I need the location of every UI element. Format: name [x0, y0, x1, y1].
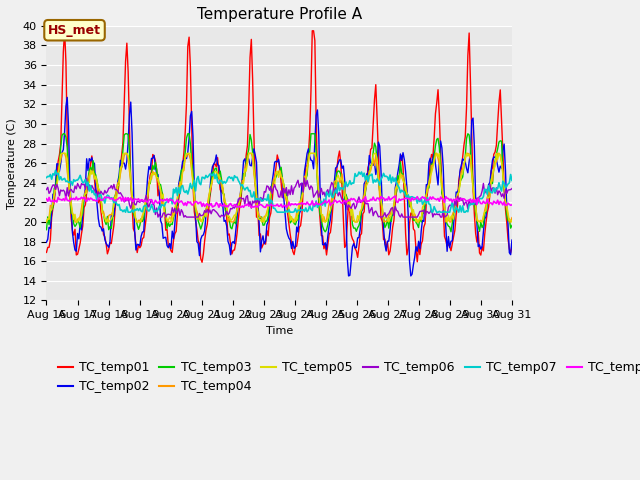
- TC_temp01: [61, 28, 68, 34]
- TC_temp05: [58, 150, 66, 156]
- TC_temp02: [345, 273, 353, 279]
- Y-axis label: Temperature (C): Temperature (C): [7, 118, 17, 208]
- TC_temp06: [248, 205, 255, 211]
- TC_temp02: [182, 156, 190, 161]
- TC_temp02: [43, 240, 51, 245]
- TC_temp02: [508, 237, 516, 243]
- TC_temp05: [508, 219, 516, 225]
- TC_temp04: [248, 150, 255, 156]
- TC_temp06: [508, 186, 516, 192]
- TC_temp07: [484, 183, 492, 189]
- TC_temp05: [184, 150, 191, 156]
- TC_temp07: [122, 209, 129, 215]
- TC_temp03: [43, 227, 51, 233]
- TC_temp01: [43, 250, 51, 255]
- TC_temp06: [43, 187, 51, 192]
- TC_temp04: [508, 215, 516, 220]
- TC_temp04: [206, 189, 214, 194]
- TC_temp05: [207, 183, 215, 189]
- TC_temp07: [43, 175, 51, 180]
- TC_temp08: [215, 204, 223, 210]
- TC_temp06: [100, 192, 108, 198]
- TC_temp01: [182, 101, 190, 107]
- Line: TC_temp08: TC_temp08: [47, 196, 512, 207]
- TC_temp08: [508, 202, 516, 208]
- TC_temp08: [205, 203, 212, 209]
- Line: TC_temp05: TC_temp05: [47, 153, 512, 222]
- TC_temp07: [207, 171, 215, 177]
- X-axis label: Time: Time: [266, 326, 293, 336]
- TC_temp08: [248, 204, 255, 210]
- TC_temp01: [200, 251, 207, 257]
- TC_temp05: [249, 150, 257, 156]
- TC_temp02: [248, 163, 255, 169]
- TC_temp01: [508, 242, 516, 248]
- TC_temp08: [181, 200, 189, 205]
- TC_temp08: [43, 196, 51, 202]
- TC_temp01: [207, 185, 215, 191]
- TC_temp04: [182, 154, 190, 159]
- Line: TC_temp02: TC_temp02: [47, 97, 512, 276]
- TC_temp07: [200, 175, 207, 180]
- TC_temp04: [58, 150, 66, 156]
- Line: TC_temp07: TC_temp07: [47, 170, 512, 212]
- Line: TC_temp06: TC_temp06: [47, 178, 512, 217]
- Line: TC_temp04: TC_temp04: [47, 153, 512, 222]
- TC_temp02: [484, 182, 492, 188]
- TC_temp06: [206, 207, 214, 213]
- TC_temp05: [72, 219, 80, 225]
- Line: TC_temp01: TC_temp01: [47, 31, 512, 262]
- TC_temp04: [198, 217, 206, 223]
- TC_temp07: [249, 194, 257, 200]
- TC_temp06: [484, 184, 492, 190]
- TC_temp03: [508, 223, 516, 228]
- TC_temp02: [198, 233, 206, 239]
- TC_temp05: [484, 195, 492, 201]
- TC_temp03: [198, 222, 206, 228]
- TC_temp02: [101, 237, 109, 242]
- TC_temp07: [52, 168, 60, 173]
- TC_temp07: [184, 191, 191, 197]
- TC_temp06: [198, 213, 206, 218]
- TC_temp03: [101, 218, 109, 224]
- TC_temp03: [484, 189, 492, 194]
- TC_temp01: [249, 76, 257, 82]
- TC_temp01: [198, 259, 206, 265]
- TC_temp03: [60, 131, 67, 137]
- TC_temp07: [101, 200, 109, 206]
- Line: TC_temp03: TC_temp03: [47, 134, 512, 232]
- TC_temp05: [102, 219, 110, 225]
- TC_temp04: [43, 219, 51, 225]
- Text: HS_met: HS_met: [48, 24, 101, 37]
- TC_temp02: [63, 95, 71, 100]
- TC_temp03: [321, 229, 329, 235]
- TC_temp08: [197, 199, 205, 205]
- TC_temp08: [100, 196, 108, 202]
- TC_temp05: [43, 219, 51, 225]
- TC_temp07: [508, 178, 516, 183]
- TC_temp08: [392, 193, 399, 199]
- TC_temp03: [248, 137, 255, 143]
- TC_temp04: [483, 196, 491, 202]
- Title: Temperature Profile A: Temperature Profile A: [196, 7, 362, 22]
- TC_temp08: [484, 200, 492, 206]
- TC_temp01: [101, 234, 109, 240]
- TC_temp06: [182, 214, 190, 220]
- TC_temp03: [206, 191, 214, 197]
- TC_temp02: [206, 187, 214, 193]
- Legend: TC_temp01, TC_temp02, TC_temp03, TC_temp04, TC_temp05, TC_temp06, TC_temp07, TC_: TC_temp01, TC_temp02, TC_temp03, TC_temp…: [52, 356, 640, 398]
- TC_temp01: [484, 204, 492, 210]
- TC_temp05: [200, 214, 207, 219]
- TC_temp03: [182, 135, 190, 141]
- TC_temp06: [301, 175, 308, 181]
- TC_temp06: [154, 214, 162, 220]
- TC_temp04: [101, 215, 109, 221]
